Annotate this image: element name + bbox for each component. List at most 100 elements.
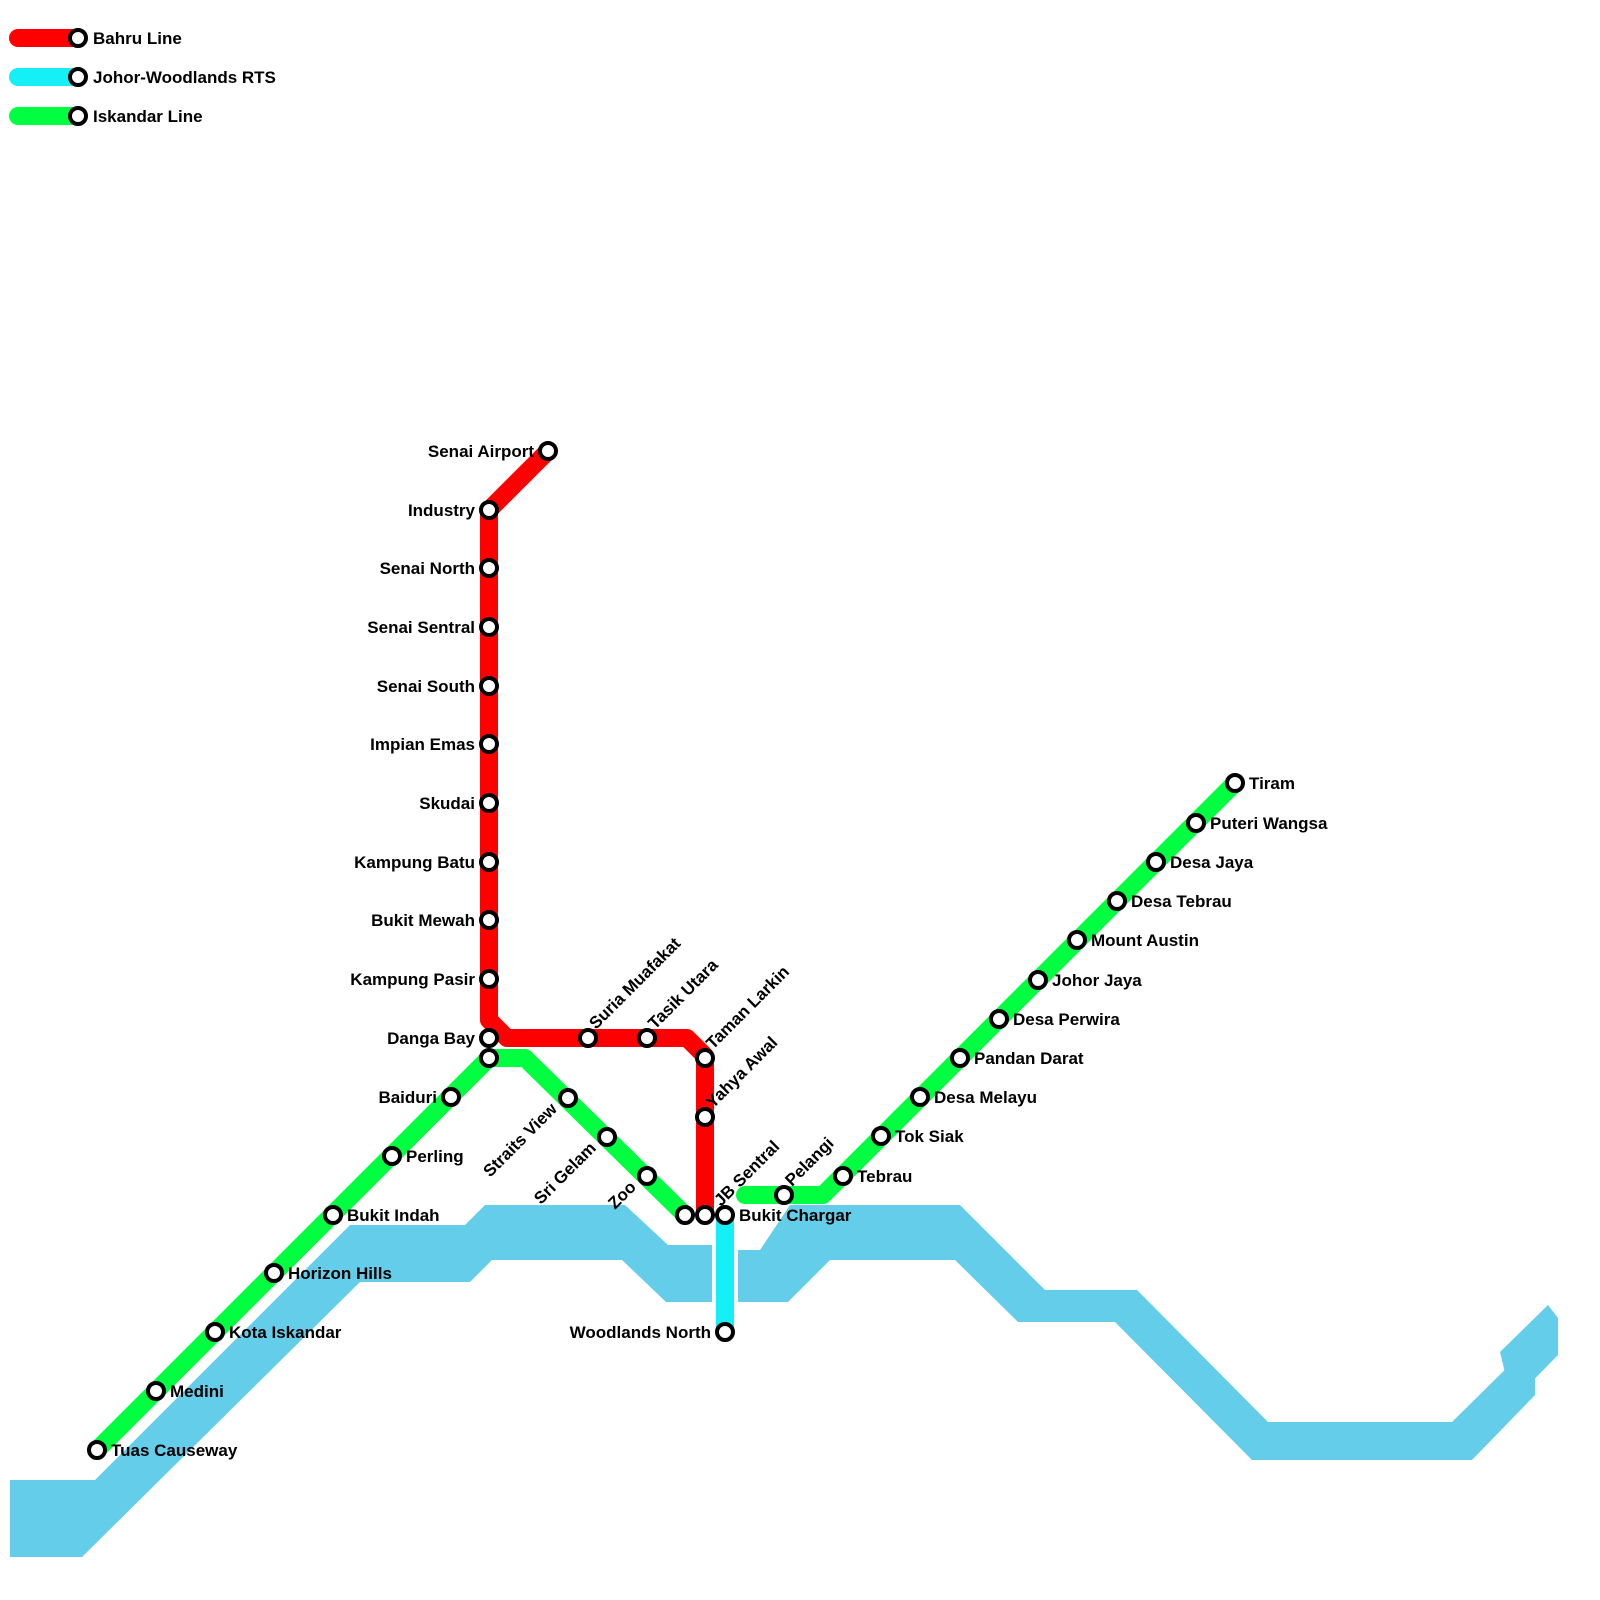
station-marker-icon[interactable] (479, 558, 499, 578)
station-marker-icon[interactable] (950, 1048, 970, 1068)
station-perling[interactable]: Perling (382, 1146, 464, 1166)
station-marker-icon[interactable] (833, 1166, 853, 1186)
legend-item-bahru-line: Bahru Line (9, 28, 182, 48)
station-label: Woodlands North (570, 1323, 711, 1342)
station-marker-icon[interactable] (1225, 773, 1245, 793)
station-bukit-chargar[interactable]: Bukit Chargar (715, 1205, 852, 1225)
station-marker-icon[interactable] (441, 1087, 461, 1107)
station-marker-icon[interactable] (558, 1088, 578, 1108)
station-marker-icon[interactable] (538, 441, 558, 461)
water-body (738, 1205, 1535, 1460)
station-marker-icon[interactable] (715, 1322, 735, 1342)
station-medini[interactable]: Medini (146, 1381, 224, 1401)
station-marker-icon[interactable] (695, 1107, 715, 1127)
station-marker-icon[interactable] (774, 1185, 794, 1205)
station-marker-icon[interactable] (1067, 930, 1087, 950)
station-marker-icon[interactable] (479, 500, 499, 520)
station-label: Sri Gelam (530, 1138, 600, 1208)
station-desa-tebrau[interactable]: Desa Tebrau (1107, 891, 1232, 911)
station-tebrau[interactable]: Tebrau (833, 1166, 912, 1186)
station-label: Puteri Wangsa (1210, 814, 1328, 833)
station-label: Tebrau (857, 1167, 912, 1186)
station-marker-icon[interactable] (87, 1440, 107, 1460)
station-label: Kampung Pasir (350, 970, 475, 989)
station-senai-airport[interactable]: Senai Airport (428, 441, 558, 461)
station-sri-gelam[interactable]: Sri Gelam (530, 1127, 617, 1208)
station-bukit-indah[interactable]: Bukit Indah (323, 1205, 440, 1225)
station-marker-icon (68, 67, 88, 87)
station-marker-icon[interactable] (695, 1205, 715, 1225)
station-marker-icon[interactable] (479, 793, 499, 813)
station-label: Tuas Causeway (111, 1441, 238, 1460)
station-iskandar_west-7[interactable] (479, 1048, 499, 1068)
station-impian-emas[interactable]: Impian Emas (370, 734, 499, 754)
station-kampung-batu[interactable]: Kampung Batu (354, 852, 499, 872)
station-marker-icon[interactable] (205, 1322, 225, 1342)
iskandar-line-east (736, 774, 1244, 1204)
station-label: Straits View (479, 1099, 561, 1181)
station-tuas-causeway[interactable]: Tuas Causeway (87, 1440, 238, 1460)
station-marker-icon (68, 28, 88, 48)
station-marker-icon[interactable] (1186, 813, 1206, 833)
station-label: Bukit Mewah (371, 911, 475, 930)
station-marker-icon[interactable] (637, 1028, 657, 1048)
legend-item-iskandar-line: Iskandar Line (9, 106, 203, 126)
station-label: Kampung Batu (354, 853, 475, 872)
station-baiduri[interactable]: Baiduri (378, 1087, 461, 1107)
station-johor-jaya[interactable]: Johor Jaya (1028, 970, 1142, 990)
station-puteri-wangsa[interactable]: Puteri Wangsa (1186, 813, 1328, 833)
station-desa-jaya[interactable]: Desa Jaya (1146, 852, 1254, 872)
station-pandan-darat[interactable]: Pandan Darat (950, 1048, 1084, 1068)
station-senai-south[interactable]: Senai South (377, 676, 499, 696)
station-marker-icon[interactable] (479, 617, 499, 637)
station-desa-perwira[interactable]: Desa Perwira (989, 1009, 1120, 1029)
station-label: Desa Tebrau (1131, 892, 1232, 911)
station-marker-icon[interactable] (382, 1146, 402, 1166)
station-marker-icon[interactable] (323, 1205, 343, 1225)
station-horizon-hills[interactable]: Horizon Hills (264, 1263, 392, 1283)
station-marker-icon[interactable] (146, 1381, 166, 1401)
station-marker-icon[interactable] (715, 1205, 735, 1225)
station-marker-icon[interactable] (989, 1009, 1009, 1029)
station-woodlands-north[interactable]: Woodlands North (570, 1322, 735, 1342)
station-marker-icon[interactable] (1107, 891, 1127, 911)
station-marker-icon[interactable] (695, 1048, 715, 1068)
station-marker-icon[interactable] (637, 1166, 657, 1186)
station-label: Baiduri (378, 1088, 437, 1107)
station-marker-icon[interactable] (264, 1263, 284, 1283)
station-tok-siak[interactable]: Tok Siak (871, 1126, 964, 1146)
station-mount-austin[interactable]: Mount Austin (1067, 930, 1199, 950)
station-industry[interactable]: Industry (408, 500, 499, 520)
station-marker-icon[interactable] (597, 1127, 617, 1147)
station-kota-iskandar[interactable]: Kota Iskandar (205, 1322, 342, 1342)
station-marker-icon[interactable] (910, 1087, 930, 1107)
station-marker-icon[interactable] (479, 1048, 499, 1068)
water-layer (10, 1205, 1558, 1557)
station-label: Desa Jaya (1170, 853, 1254, 872)
station-marker-icon[interactable] (578, 1028, 598, 1048)
station-desa-melayu[interactable]: Desa Melayu (910, 1087, 1037, 1107)
station-skudai[interactable]: Skudai (419, 793, 499, 813)
station-marker-icon[interactable] (871, 1126, 891, 1146)
station-marker-icon[interactable] (479, 676, 499, 696)
station-label: Impian Emas (370, 735, 475, 754)
water-body (1500, 1305, 1558, 1402)
station-senai-north[interactable]: Senai North (380, 558, 499, 578)
station-senai-sentral[interactable]: Senai Sentral (367, 617, 499, 637)
station-label: Perling (406, 1147, 464, 1166)
station-marker-icon[interactable] (479, 734, 499, 754)
station-danga-bay[interactable]: Danga Bay (387, 1028, 499, 1048)
bahru-line (480, 442, 714, 1224)
station-marker-icon[interactable] (675, 1205, 695, 1225)
station-bukit-mewah[interactable]: Bukit Mewah (371, 910, 499, 930)
station-tiram[interactable]: Tiram (1225, 773, 1295, 793)
station-marker-icon[interactable] (1146, 852, 1166, 872)
station-marker-icon[interactable] (479, 910, 499, 930)
station-iskandar_west-11[interactable] (675, 1205, 695, 1225)
station-marker-icon[interactable] (479, 1028, 499, 1048)
station-kampung-pasir[interactable]: Kampung Pasir (350, 969, 499, 989)
station-label: Desa Perwira (1013, 1010, 1120, 1029)
station-marker-icon[interactable] (479, 852, 499, 872)
station-marker-icon[interactable] (1028, 970, 1048, 990)
station-marker-icon[interactable] (479, 969, 499, 989)
